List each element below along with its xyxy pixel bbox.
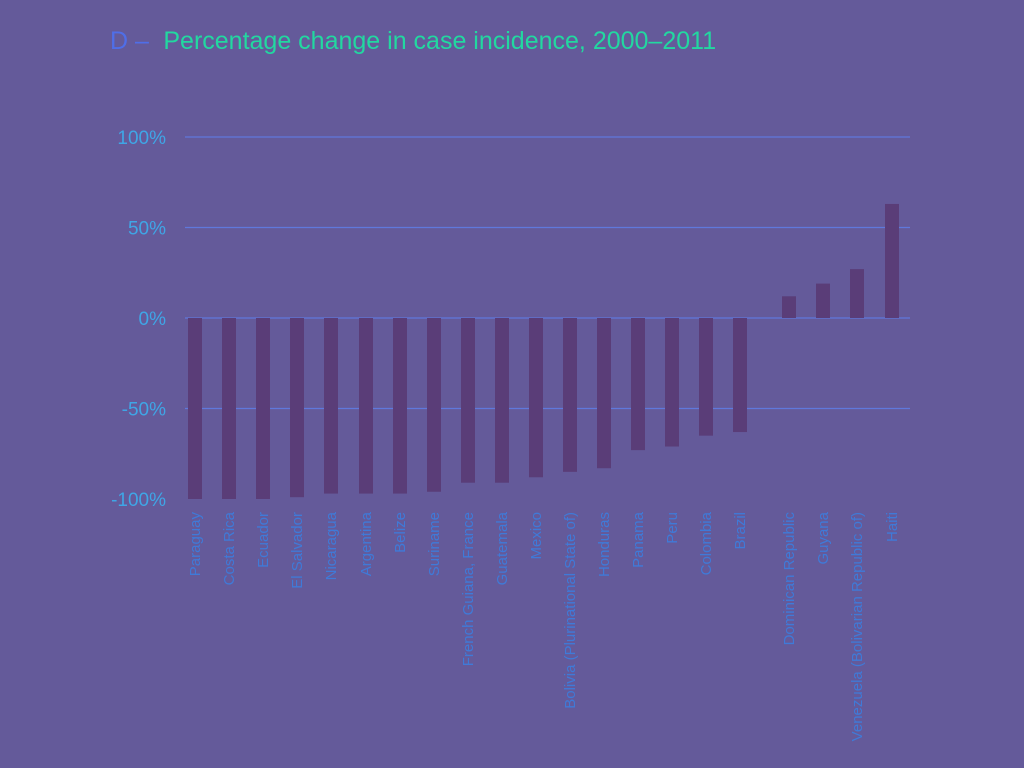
y-tick-label: -50% <box>122 400 166 421</box>
bar <box>597 318 611 469</box>
chart-title-prefix: D – <box>110 27 149 55</box>
x-tick-label: French Guiana, France <box>460 512 477 666</box>
bar <box>816 283 830 318</box>
bar <box>733 318 747 433</box>
x-tick-label: Colombia <box>698 511 715 575</box>
category-labels: Paraguay Costa Rica Ecuador El Salvador Nica… <box>187 511 901 741</box>
x-tick-label: Suriname <box>426 512 443 576</box>
x-tick-label: Peru <box>664 512 681 544</box>
bar <box>359 318 373 494</box>
bar <box>665 318 679 447</box>
y-tick-label: -100% <box>111 490 166 511</box>
bar <box>495 318 509 483</box>
x-tick-label: Mexico <box>528 512 545 560</box>
bar <box>529 318 543 478</box>
y-tick-label: 50% <box>128 219 166 240</box>
x-tick-label: Paraguay <box>187 512 204 577</box>
bar <box>631 318 645 451</box>
bar <box>256 318 270 499</box>
chart-title: D – Percentage change in case incidence,… <box>110 27 716 55</box>
bar <box>699 318 713 436</box>
bar <box>290 318 304 498</box>
bar <box>324 318 338 494</box>
x-tick-label: Bolivia (Plurinational State of) <box>562 512 579 709</box>
x-tick-label: Ecuador <box>255 512 272 568</box>
bar <box>393 318 407 494</box>
x-tick-label: Brazil <box>732 512 749 550</box>
x-tick-label: Venezuela (Bolivarian Republic of) <box>849 512 866 741</box>
bars <box>188 203 899 499</box>
x-tick-label: Dominican Republic <box>781 512 798 646</box>
x-tick-label: Guatemala <box>494 511 511 585</box>
x-tick-label: Costa Rica <box>221 511 238 585</box>
x-tick-label: Honduras <box>596 512 613 577</box>
y-tick-label: 0% <box>139 309 167 330</box>
x-tick-label: Nicaragua <box>323 511 340 580</box>
bar <box>188 318 202 499</box>
chart-title-text: Percentage change in case incidence, 200… <box>163 27 716 55</box>
bar <box>427 318 441 492</box>
x-tick-label: Argentina <box>358 511 375 576</box>
x-tick-label: Guyana <box>815 511 832 564</box>
x-tick-label: Haiti <box>884 512 901 542</box>
x-tick-label: Belize <box>392 512 409 553</box>
bar <box>782 296 796 318</box>
bar <box>222 318 236 499</box>
x-tick-label: Panama <box>630 511 647 568</box>
y-tick-label: 100% <box>117 128 166 149</box>
bar <box>461 318 475 483</box>
grid-lines <box>185 136 910 410</box>
bar <box>885 203 899 318</box>
x-tick-label: El Salvador <box>289 512 306 589</box>
bar <box>563 318 577 472</box>
bar <box>850 269 864 318</box>
y-axis-ticks: 100% 50% 0% -50% -100% <box>111 128 166 511</box>
